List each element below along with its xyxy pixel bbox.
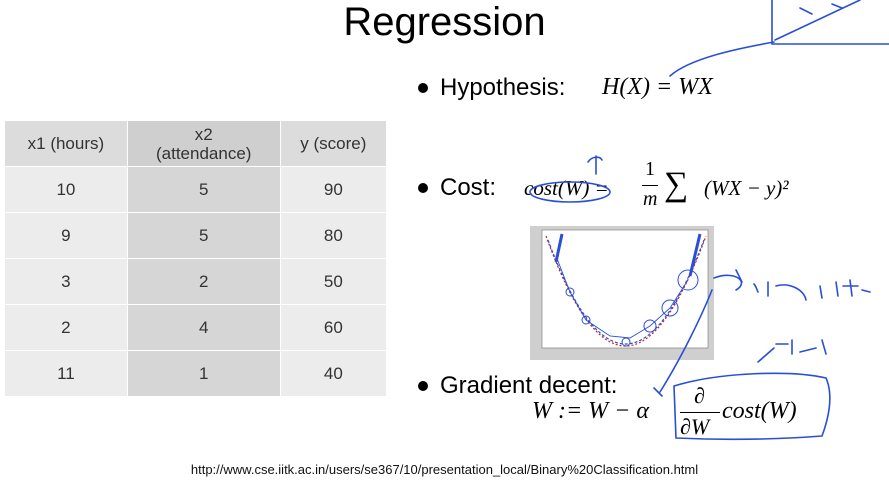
cell-x2: 1	[126, 350, 281, 397]
pen-korean	[757, 339, 827, 363]
bullet-dot	[418, 381, 428, 391]
pen-arrow-grad	[653, 289, 713, 397]
descent-path	[555, 255, 689, 339]
cell-x2: 2	[126, 258, 281, 305]
gradient-rhs: cost(W)	[722, 398, 797, 424]
pen-arrow-top	[669, 41, 775, 77]
cell-x2: 5	[126, 166, 281, 213]
cost-rhs: (WX − y)²	[704, 176, 789, 200]
corner-axes-sketch	[771, 0, 889, 45]
table-row: 9 5 80	[4, 212, 388, 259]
bullet-gradient: Gradient decent:	[418, 372, 617, 400]
pen-arrow-rate	[713, 269, 743, 291]
cost-curve-svg	[541, 229, 709, 349]
cost-frac-line	[642, 185, 658, 186]
pen-box-grad	[673, 372, 831, 441]
gradient-den: ∂W	[680, 414, 710, 439]
table-row: 2 4 60	[4, 304, 388, 351]
cell-y: 40	[279, 350, 388, 397]
cell-y: 90	[279, 166, 388, 213]
gradient-label: Gradient decent:	[440, 372, 618, 399]
pen-arrow-w	[587, 155, 603, 175]
cell-x1: 2	[4, 304, 128, 351]
cell-x2: 4	[126, 304, 281, 351]
table-header-row: x1 (hours) x2 (attendance) y (score)	[4, 120, 388, 167]
cell-x1: 11	[4, 350, 128, 397]
data-table: x1 (hours) x2 (attendance) y (score) 10 5…	[4, 120, 388, 397]
table-row: 10 5 90	[4, 166, 388, 213]
cell-x1: 10	[4, 166, 128, 213]
cell-y: 80	[279, 212, 388, 259]
column-header-x2: x2 (attendance)	[126, 120, 281, 167]
table-row: 3 2 50	[4, 258, 388, 305]
gradient-num: ∂	[694, 383, 705, 408]
bullet-cost: Cost:	[418, 174, 496, 202]
bullet-dot	[418, 83, 428, 93]
slide-title: Regression	[343, 0, 546, 44]
gradient-lhs: W := W − α	[532, 398, 649, 424]
column-header-x1: x1 (hours)	[4, 120, 128, 167]
cell-y: 50	[279, 258, 388, 305]
cell-x2: 5	[126, 212, 281, 259]
cell-y: 60	[279, 304, 388, 351]
cell-x1: 9	[4, 212, 128, 259]
cost-label: Cost:	[440, 174, 497, 201]
table-row: 11 1 40	[4, 350, 388, 397]
bullet-hypothesis: Hypothesis:	[418, 74, 565, 102]
gradient-frac-line	[680, 412, 720, 413]
column-header-y: y (score)	[279, 120, 388, 167]
cost-curve-plot	[530, 226, 714, 360]
cost-sum: ∑	[664, 166, 689, 203]
hypothesis-label: Hypothesis:	[440, 74, 566, 101]
cost-frac-num: 1	[645, 158, 655, 180]
cost-frac-den: m	[643, 188, 658, 210]
hypothesis-formula: H(X) = WX	[602, 74, 713, 100]
cost-lhs: cost(W) =	[524, 176, 609, 200]
bullet-dot	[418, 183, 428, 193]
cell-x1: 3	[4, 258, 128, 305]
source-url: http://www.cse.iitk.ac.in/users/se367/10…	[190, 462, 699, 477]
